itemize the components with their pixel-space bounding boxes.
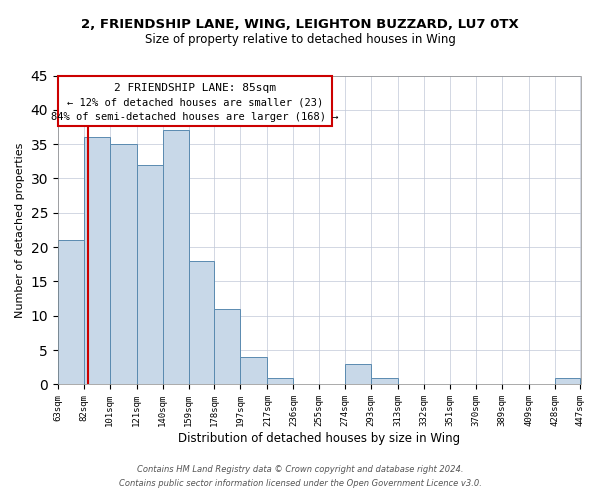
X-axis label: Distribution of detached houses by size in Wing: Distribution of detached houses by size …	[178, 432, 460, 445]
Text: Size of property relative to detached houses in Wing: Size of property relative to detached ho…	[145, 32, 455, 46]
Bar	[84, 138, 110, 384]
Bar	[58, 240, 84, 384]
Text: Contains HM Land Registry data © Crown copyright and database right 2024.
Contai: Contains HM Land Registry data © Crown c…	[119, 466, 481, 487]
Bar	[268, 378, 293, 384]
Text: 84% of semi-detached houses are larger (168) →: 84% of semi-detached houses are larger (…	[52, 112, 339, 122]
Bar	[110, 144, 137, 384]
Text: ← 12% of detached houses are smaller (23): ← 12% of detached houses are smaller (23…	[67, 98, 323, 108]
Y-axis label: Number of detached properties: Number of detached properties	[15, 142, 25, 318]
FancyBboxPatch shape	[58, 76, 332, 126]
Bar	[188, 261, 214, 384]
Bar	[371, 378, 398, 384]
Bar	[554, 378, 580, 384]
Text: 2, FRIENDSHIP LANE, WING, LEIGHTON BUZZARD, LU7 0TX: 2, FRIENDSHIP LANE, WING, LEIGHTON BUZZA…	[81, 18, 519, 30]
Bar	[345, 364, 371, 384]
Bar	[214, 309, 240, 384]
Bar	[163, 130, 188, 384]
Bar	[137, 165, 163, 384]
Text: 2 FRIENDSHIP LANE: 85sqm: 2 FRIENDSHIP LANE: 85sqm	[114, 83, 276, 93]
Bar	[240, 357, 268, 384]
